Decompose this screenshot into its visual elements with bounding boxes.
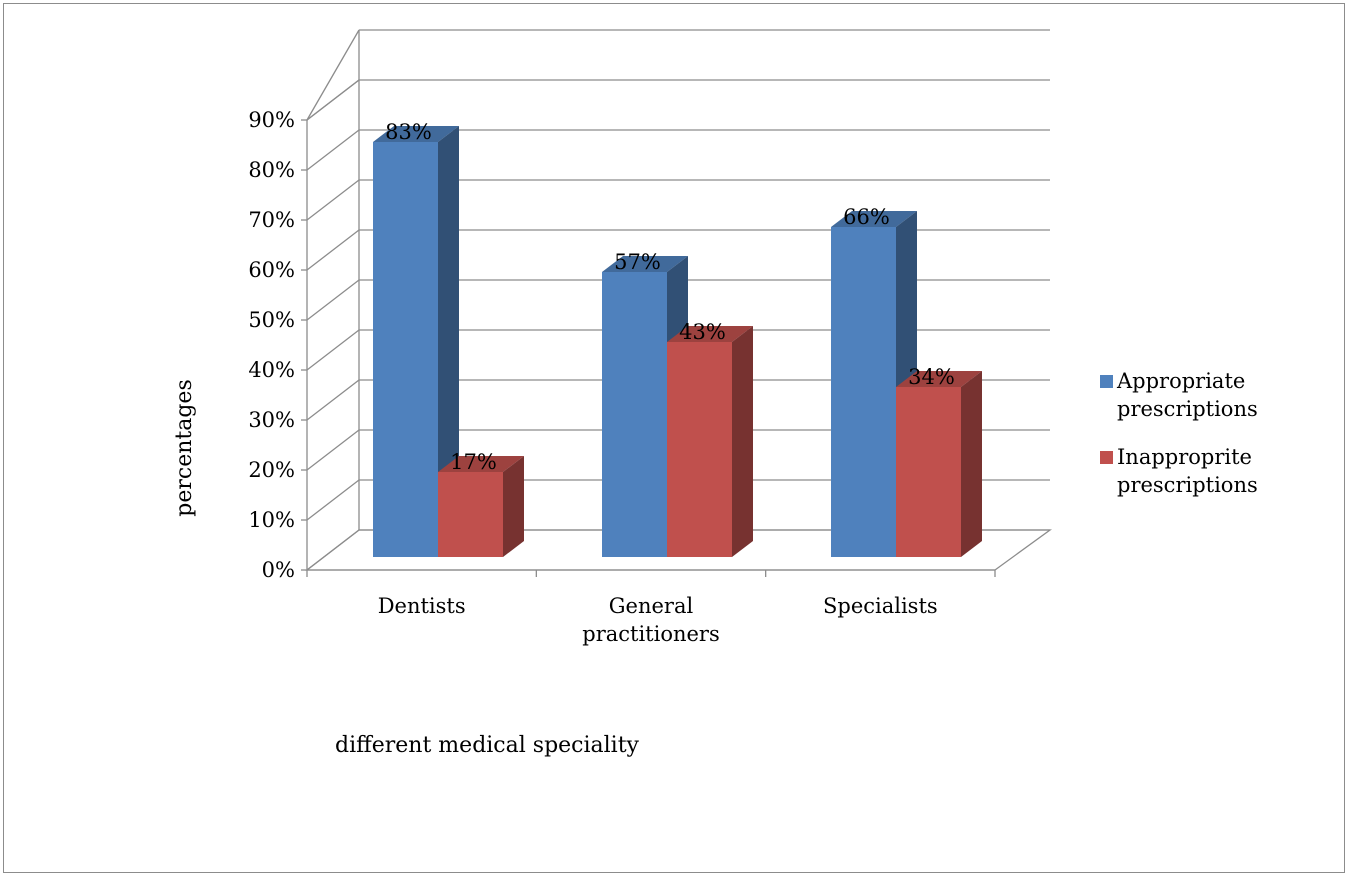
- side-gridline: [306, 429, 360, 471]
- bar-appropriate-0: [373, 126, 459, 557]
- x-axis-label: different medical speciality: [335, 733, 640, 758]
- bar-front: [831, 227, 896, 557]
- axes: [301, 119, 996, 577]
- legend-swatch: [1100, 375, 1113, 388]
- bar-side: [503, 456, 524, 557]
- bar-side: [732, 326, 753, 557]
- side-gridline: [306, 229, 360, 271]
- legend-label: Appropriate prescriptions: [1116, 369, 1258, 421]
- y-tick-label: 80%: [248, 158, 295, 182]
- legend-swatch: [1100, 451, 1113, 464]
- bar-front: [896, 387, 961, 557]
- bar-top: [667, 326, 753, 342]
- legend: Appropriate prescriptions Inapproprite pres…: [1100, 369, 1258, 497]
- y-tick-label: 20%: [248, 458, 295, 482]
- bar-front: [602, 272, 667, 557]
- bar-top: [373, 126, 459, 142]
- data-label: 66%: [843, 205, 890, 229]
- side-gridline: [306, 479, 360, 521]
- y-tick-label: 10%: [248, 508, 295, 532]
- side-gridline: [306, 379, 360, 421]
- y-tick-label: 0%: [262, 558, 295, 582]
- bar-front: [373, 142, 438, 557]
- bar-front: [667, 342, 732, 557]
- x-tick-label: Specialists: [823, 594, 938, 618]
- data-label: 17%: [450, 450, 497, 474]
- side-gridline: [306, 179, 360, 221]
- bar-top: [602, 256, 688, 272]
- bar-top: [438, 456, 524, 472]
- data-labels: 83% 57% 66% 17% 43% 34%: [385, 120, 955, 474]
- legend-label: Inapproprite prescriptions: [1117, 445, 1258, 497]
- bar-top: [896, 371, 982, 387]
- data-label: 43%: [679, 320, 726, 344]
- bar-side: [961, 371, 982, 557]
- bar-inappropriate-0: [438, 456, 524, 557]
- y-tick-label: 50%: [248, 308, 295, 332]
- y-tick-label: 40%: [248, 358, 295, 382]
- y-tick-label: 70%: [248, 208, 295, 232]
- y-tick-label: 90%: [248, 108, 295, 132]
- bars: [373, 126, 982, 557]
- x-tick-label: General practitioners: [582, 594, 719, 646]
- bar-side: [438, 126, 459, 557]
- bar-inappropriate-1: [667, 326, 753, 557]
- side-gridline: [306, 79, 360, 121]
- bar-top: [831, 211, 917, 227]
- y-axis-label: percentages: [172, 379, 197, 516]
- y-tick-labels: 0% 10% 20% 30% 40% 50% 60% 70% 80% 90%: [248, 108, 295, 582]
- x-tick-labels: Dentists General practitioners Specialists: [378, 594, 938, 646]
- side-gridline: [306, 279, 360, 321]
- side-gridline: [306, 529, 360, 571]
- data-label: 83%: [385, 120, 432, 144]
- bar-front: [438, 472, 503, 557]
- data-label: 57%: [614, 250, 661, 274]
- data-label: 34%: [908, 365, 955, 389]
- side-gridline: [306, 29, 360, 121]
- side-gridline: [306, 329, 360, 371]
- y-tick-label: 30%: [248, 408, 295, 432]
- x-tick-label: Dentists: [378, 594, 466, 618]
- bar-inappropriate-2: [896, 371, 982, 557]
- side-gridline: [306, 129, 360, 171]
- y-tick-label: 60%: [248, 258, 295, 282]
